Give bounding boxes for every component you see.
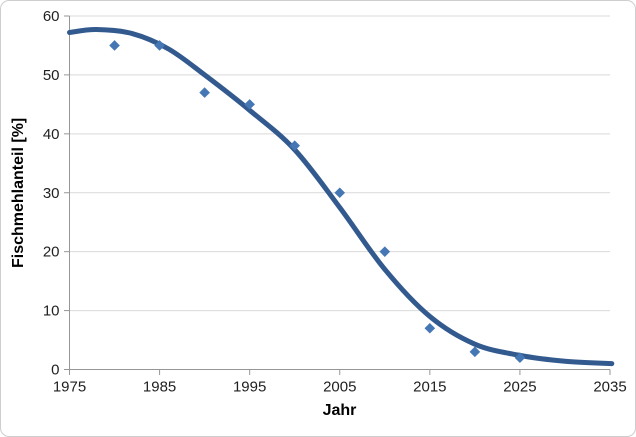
y-tick-label: 20 bbox=[43, 244, 60, 261]
x-axis-title: Jahr bbox=[322, 402, 357, 419]
y-tick-label: 60 bbox=[43, 8, 60, 25]
x-tick-label: 2025 bbox=[503, 379, 536, 396]
data-point-marker bbox=[334, 187, 346, 199]
data-point-marker bbox=[244, 99, 255, 110]
trend-curve bbox=[67, 27, 615, 367]
data-point-marker bbox=[379, 246, 391, 257]
x-tick-label: 1975 bbox=[53, 379, 86, 396]
data-point-marker bbox=[109, 40, 120, 51]
y-axis-title: Fischmehlanteil [%] bbox=[10, 117, 27, 269]
y-tick-label: 30 bbox=[43, 185, 60, 202]
data-point-marker bbox=[469, 346, 481, 358]
y-tick-label: 10 bbox=[43, 303, 60, 320]
x-tick-label: 2005 bbox=[323, 379, 356, 396]
data-point-marker bbox=[289, 140, 301, 151]
y-tick-label: 40 bbox=[43, 126, 60, 143]
x-tick-label: 2015 bbox=[413, 379, 446, 396]
y-tick-label: 0 bbox=[51, 362, 59, 379]
x-tick-label: 1985 bbox=[143, 379, 176, 396]
x-tick-label: 1995 bbox=[233, 379, 266, 396]
x-tick-label: 2035 bbox=[593, 379, 626, 396]
data-point-marker bbox=[424, 322, 436, 334]
data-point-marker bbox=[514, 352, 526, 364]
data-point-marker bbox=[154, 40, 165, 51]
y-tick-label: 50 bbox=[43, 67, 60, 84]
data-point-marker bbox=[199, 87, 210, 98]
